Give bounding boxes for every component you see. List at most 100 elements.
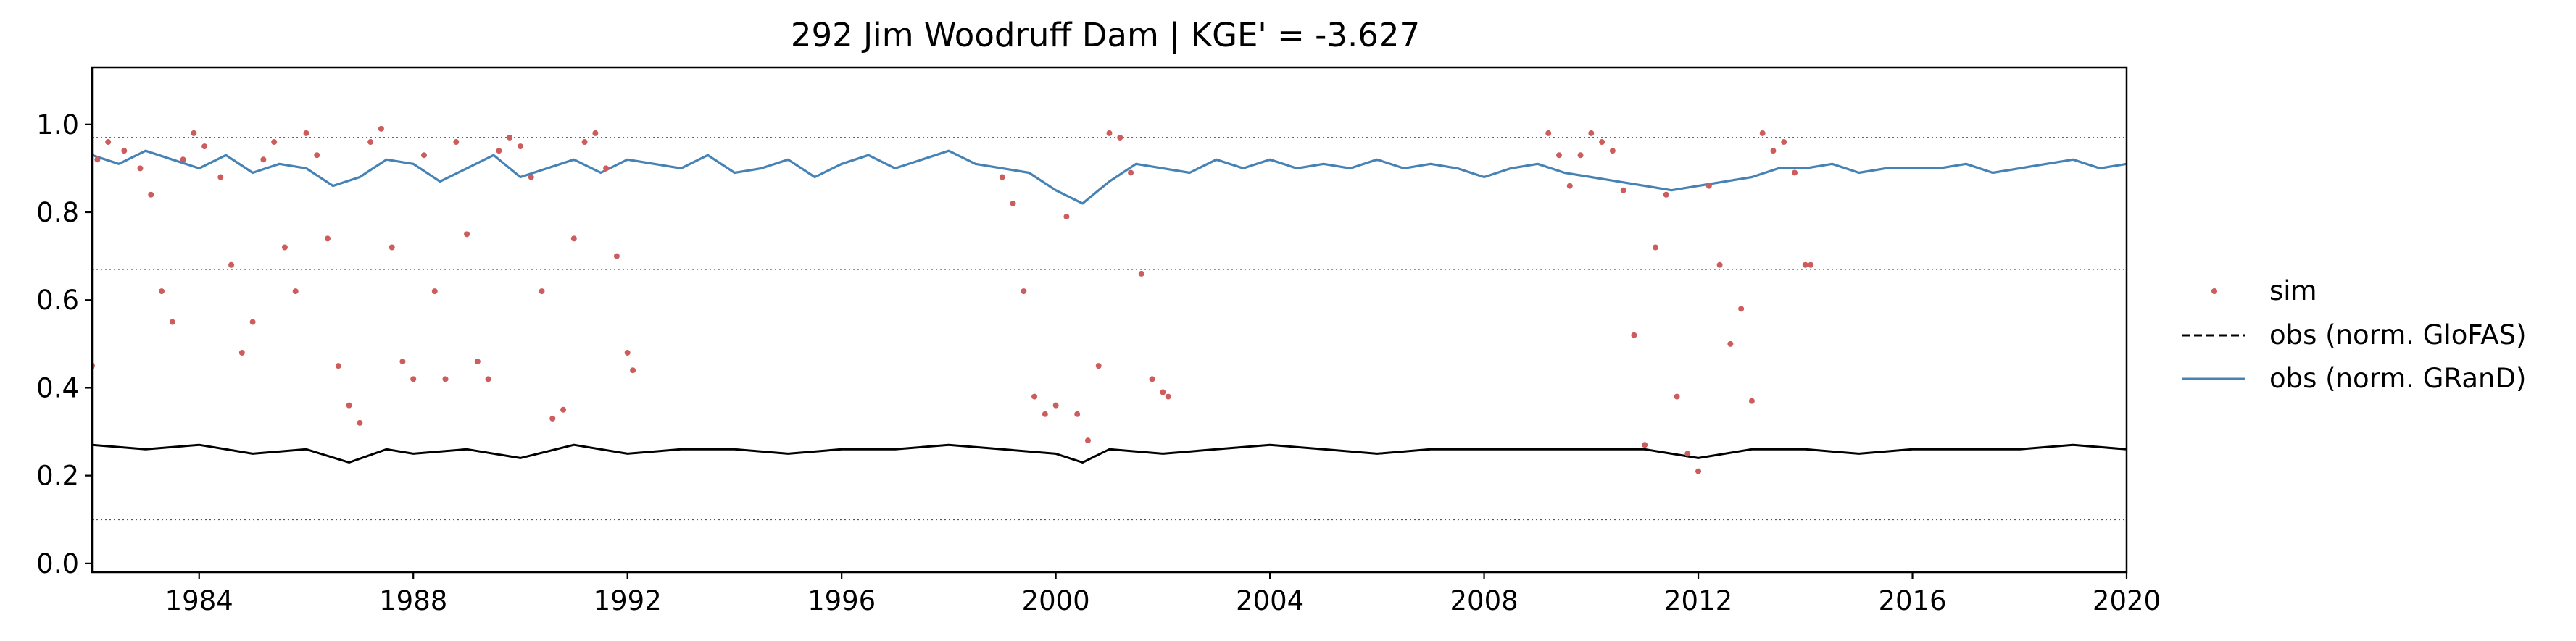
sim-point [367, 139, 374, 146]
sim-point [1705, 183, 1712, 189]
sim-point [1674, 393, 1680, 400]
sim-point [1631, 332, 1637, 338]
sim-point [1052, 402, 1059, 409]
sim-point [1620, 187, 1626, 193]
sim-point [1021, 288, 1027, 295]
sim-point [378, 125, 384, 132]
x-axis: 1984 1988 1992 1996 2000 2004 2008 2012 2016 2020 [165, 572, 2161, 616]
sim-point [249, 319, 256, 325]
legend-label-obs-glofas: obs (norm. GloFAS) [2269, 319, 2527, 351]
sim-point [624, 349, 631, 356]
series-obs-glofas-line [92, 443, 2127, 464]
sim-point [169, 319, 175, 325]
x-tick-label: 2000 [1022, 585, 1090, 616]
sim-point [1084, 437, 1091, 444]
sim-point [1074, 411, 1081, 417]
sim-point [1642, 442, 1648, 448]
sim-point [420, 152, 427, 159]
sim-point [1138, 270, 1144, 277]
sim-point [1695, 468, 1702, 474]
sim-point [137, 165, 144, 172]
sim-point [1566, 183, 1573, 189]
sim-point [1727, 340, 1734, 347]
sim-point [1042, 411, 1048, 417]
sim-point [485, 376, 491, 382]
sim-point [528, 174, 534, 180]
x-tick-label: 2016 [1878, 585, 1946, 616]
sim-point [1010, 200, 1016, 206]
series-sim [92, 125, 1814, 474]
sim-point [1031, 393, 1038, 400]
plot-frame [91, 66, 2128, 574]
sim-point [431, 288, 438, 295]
sim-point [191, 130, 197, 136]
y-tick-label: 0.8 [36, 197, 79, 228]
sim-point [325, 235, 331, 242]
sim-point [1160, 389, 1166, 395]
sim-point [496, 148, 502, 154]
y-tick-label: 0.2 [36, 461, 79, 492]
chart-title: 292 Jim Woodruff Dam | KGE' = -3.627 [791, 16, 1420, 54]
sim-point [1545, 130, 1552, 136]
sim-point [1748, 398, 1755, 404]
sim-point [105, 139, 112, 146]
sim-point [357, 419, 363, 426]
sim-point [1588, 130, 1595, 136]
sim-point [1063, 214, 1070, 220]
sim-point [303, 130, 309, 136]
sim-point [1663, 191, 1669, 198]
sim-point [474, 359, 481, 365]
sim-point [1759, 130, 1766, 136]
sim-point [1609, 148, 1616, 154]
sim-point [217, 174, 224, 180]
sim-point [314, 152, 320, 159]
x-tick-label: 2008 [1450, 585, 1518, 616]
sim-point [630, 367, 636, 374]
y-tick-label: 0.6 [36, 285, 79, 316]
sim-point [1716, 261, 1723, 268]
y-tick-label: 1.0 [36, 109, 79, 141]
sim-point [464, 231, 470, 238]
legend: sim obs (norm. GloFAS) obs (norm. GRanD) [2182, 275, 2527, 394]
x-tick-label: 1996 [807, 585, 876, 616]
sim-point [389, 244, 395, 251]
sim-point [549, 415, 556, 422]
sim-point [539, 288, 545, 295]
sim-point [121, 148, 128, 154]
sim-point [1808, 261, 1814, 268]
sim-point [581, 139, 588, 146]
sim-point [399, 359, 406, 365]
sim-point [180, 156, 186, 163]
sim-point [1652, 244, 1658, 251]
x-tick-label: 1992 [594, 585, 662, 616]
sim-point [94, 156, 101, 163]
x-tick-label: 2004 [1236, 585, 1304, 616]
sim-point [1684, 451, 1691, 457]
y-tick-label: 0.0 [36, 548, 79, 579]
legend-label-obs-grand: obs (norm. GRanD) [2269, 363, 2526, 394]
sim-point [1770, 148, 1777, 154]
x-tick-label: 1984 [165, 585, 233, 616]
sim-point [410, 376, 417, 382]
sim-point [560, 406, 567, 413]
sim-point [1577, 152, 1584, 159]
sim-point [148, 191, 154, 198]
sim-point [1165, 393, 1171, 400]
x-tick-label: 1988 [379, 585, 447, 616]
sim-point [1149, 376, 1155, 382]
sim-point [281, 244, 288, 251]
sim-point [517, 143, 523, 150]
sim-point [570, 235, 577, 242]
sim-point [346, 402, 352, 409]
sim-point [442, 376, 449, 382]
sim-point [1117, 134, 1123, 141]
sim-point [1738, 306, 1745, 312]
x-tick-label: 2020 [2093, 585, 2161, 616]
x-tick-label: 2012 [1664, 585, 1732, 616]
sim-point [271, 139, 278, 146]
legend-label-sim: sim [2269, 275, 2317, 306]
sim-point [613, 253, 620, 259]
sim-point [507, 134, 513, 141]
